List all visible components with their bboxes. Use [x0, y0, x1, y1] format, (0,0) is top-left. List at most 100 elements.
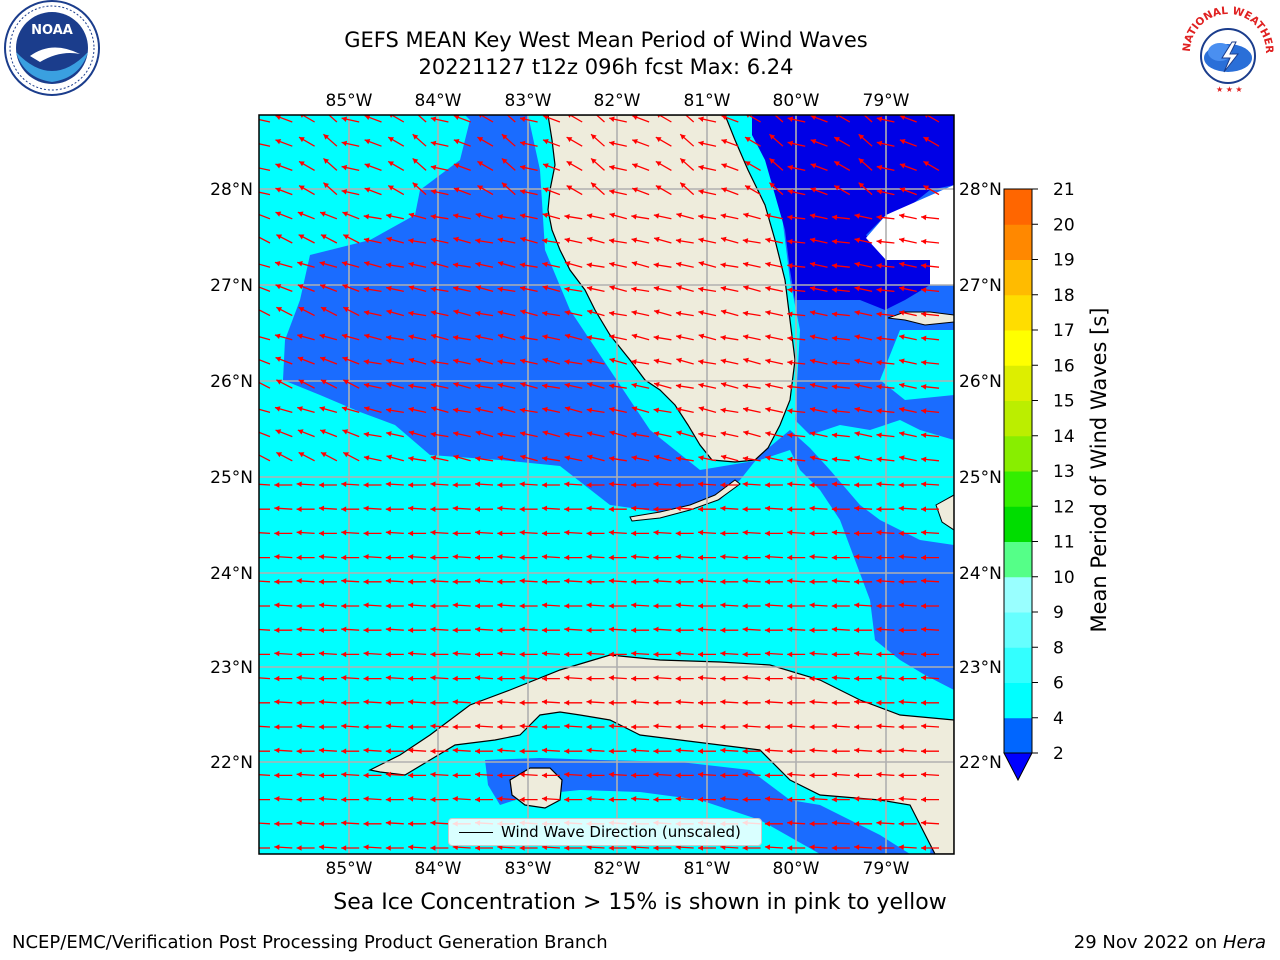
- wind-wave-arrow: [296, 700, 315, 706]
- wind-wave-arrow: [876, 626, 895, 633]
- wind-wave-arrow: [698, 700, 716, 706]
- wind-wave-arrow: [854, 505, 873, 512]
- wind-wave-arrow: [430, 845, 449, 851]
- wind-wave-arrow: [363, 455, 382, 462]
- wind-wave-arrow: [898, 579, 917, 585]
- wind-wave-arrow: [542, 212, 561, 220]
- wind-wave-arrow: [452, 285, 471, 293]
- wind-wave-arrow: [764, 482, 783, 488]
- lon-label: 82°W: [594, 859, 641, 879]
- wind-wave-arrow: [497, 406, 516, 414]
- wind-wave-arrow: [809, 699, 828, 705]
- colorbar-under-extension: [1003, 752, 1033, 782]
- wind-wave-arrow: [676, 285, 694, 293]
- wind-wave-arrow: [586, 530, 605, 537]
- wind-wave-arrow: [898, 699, 917, 705]
- lat-label: 27°N: [210, 276, 253, 296]
- colorbar-tick-label: 20: [1053, 215, 1075, 235]
- wind-wave-arrow: [497, 650, 516, 657]
- wind-wave-arrow: [831, 506, 850, 512]
- wind-wave-arrow: [519, 674, 538, 681]
- wind-wave-arrow: [341, 406, 360, 414]
- wind-wave-arrow: [385, 529, 404, 536]
- wind-wave-arrow: [318, 627, 337, 633]
- lon-label: 81°W: [684, 91, 731, 111]
- wind-wave-arrow: [519, 140, 538, 147]
- wind-wave-arrow: [363, 772, 382, 779]
- wind-wave-arrow: [653, 845, 672, 851]
- wind-wave-arrow: [274, 675, 293, 682]
- wind-wave-arrow: [412, 133, 427, 147]
- wind-wave-arrow: [520, 382, 538, 389]
- wind-wave-arrow: [519, 700, 538, 706]
- wind-wave-arrow: [341, 651, 360, 658]
- wind-wave-arrow: [541, 675, 560, 682]
- wind-wave-arrow: [653, 626, 672, 633]
- wind-wave-arrow: [341, 164, 360, 172]
- wind-wave-arrow: [742, 238, 761, 244]
- wind-wave-arrow: [631, 627, 650, 633]
- wind-wave-arrow: [920, 626, 940, 633]
- wind-wave-arrow: [765, 455, 784, 462]
- wind-wave-arrow: [586, 772, 605, 779]
- wind-wave-arrow: [452, 482, 471, 488]
- wind-wave-arrow: [259, 653, 270, 656]
- wind-wave-arrow: [519, 748, 538, 754]
- wind-wave-arrow: [430, 382, 449, 389]
- wind-wave-arrow: [363, 406, 382, 414]
- wind-wave-arrow: [809, 627, 828, 633]
- colorbar-segment: [1004, 471, 1032, 507]
- wind-wave-arrow: [452, 699, 471, 705]
- wind-wave-arrow: [631, 333, 650, 341]
- wind-wave-arrow: [318, 579, 337, 585]
- wind-wave-arrow: [564, 796, 583, 803]
- wind-wave-arrow: [408, 357, 427, 365]
- wind-wave-arrow: [675, 238, 694, 244]
- wind-wave-arrow: [296, 723, 315, 729]
- wind-wave-arrow: [519, 164, 538, 172]
- wind-wave-arrow: [876, 456, 895, 463]
- lat-label: 23°N: [210, 658, 253, 678]
- wind-wave-arrow: [631, 747, 650, 754]
- wind-wave-arrow: [541, 747, 560, 754]
- wind-wave-arrow: [385, 820, 404, 826]
- wind-wave-arrow: [497, 286, 516, 293]
- wind-wave-arrow: [318, 844, 337, 850]
- wind-wave-arrow: [497, 431, 516, 438]
- wind-wave-arrow: [831, 384, 850, 390]
- wind-wave-arrow: [363, 602, 382, 608]
- wind-wave-arrow: [809, 505, 828, 512]
- wind-wave-arrow: [564, 529, 583, 536]
- wind-wave-arrow: [764, 602, 783, 608]
- wind-wave-arrow: [787, 164, 806, 172]
- wind-wave-arrow: [764, 699, 783, 705]
- wind-wave-arrow: [318, 821, 337, 827]
- wind-wave-arrow: [274, 844, 293, 850]
- wind-wave-arrow: [742, 845, 761, 851]
- wind-wave-arrow: [898, 482, 917, 488]
- wind-wave-arrow: [430, 310, 449, 317]
- wind-wave-arrow: [259, 336, 271, 341]
- wind-wave-arrow: [608, 554, 627, 561]
- wind-wave-arrow: [742, 406, 761, 414]
- colorbar-segment: [1004, 541, 1032, 578]
- wind-wave-arrow: [632, 115, 650, 123]
- wind-wave-arrow: [497, 675, 516, 682]
- wind-wave-arrow: [898, 772, 917, 779]
- wind-wave-arrow: [609, 430, 627, 438]
- wind-wave-arrow: [430, 406, 449, 414]
- colorbar-tick-label: 21: [1053, 180, 1075, 200]
- wind-wave-arrow: [765, 431, 784, 438]
- wind-wave-arrow: [898, 821, 917, 827]
- wind-wave-arrow: [675, 627, 694, 633]
- legend-line-sample: [459, 831, 493, 833]
- wind-wave-arrow: [631, 213, 650, 220]
- wind-wave-arrow: [430, 529, 449, 536]
- wind-wave-arrow: [655, 136, 672, 147]
- wind-wave-arrow: [742, 626, 761, 633]
- wind-wave-arrow: [296, 651, 315, 658]
- wind-wave-arrow: [497, 333, 516, 341]
- wind-wave-arrow: [787, 506, 806, 512]
- wind-wave-arrow: [341, 529, 360, 536]
- wind-wave-arrow: [386, 285, 404, 293]
